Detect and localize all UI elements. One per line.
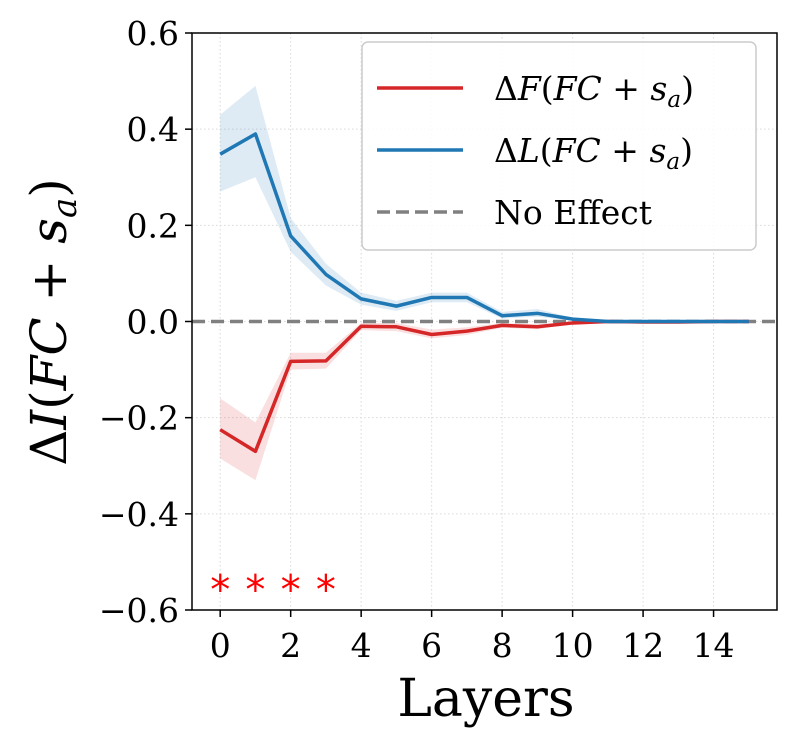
y-label-fc: FC [20,317,78,391]
x-tick-label: 10 [552,626,594,665]
y-axis-ticks: −0.6 −0.4 −0.2 0.0 0.2 0.4 0.6 [99,14,192,630]
x-tick-label: 14 [693,626,735,665]
legend-label-f: ΔF(FC + sa) [494,69,694,113]
series-lines [219,132,749,454]
x-axis-label: Layers [397,669,574,729]
y-label-subscript: a [45,198,85,218]
y-tick-label: 0.2 [127,206,179,245]
y-tick-label: 0.0 [127,303,179,342]
x-tick-label: 12 [622,626,664,665]
significance-star: * [210,568,230,614]
y-tick-label: 0.6 [127,14,179,53]
x-tick-label: 4 [351,626,372,665]
significance-markers: * * * * [210,568,336,614]
y-label-open-paren: ( [20,390,78,410]
significance-star: * [316,568,336,614]
legend: ΔF(FC + sa) ΔL(FC + sa) No Effect [361,41,757,251]
y-tick-label: 0.4 [127,110,179,149]
y-tick-label: −0.2 [99,399,179,438]
significance-star: * [245,568,265,614]
band-series-0 [220,321,749,481]
y-tick-label: −0.4 [99,495,179,534]
y-label-delta: Δ [20,430,78,466]
series-line-0 [219,319,749,454]
y-tick-label: −0.6 [99,591,179,630]
legend-label-no-effect: No Effect [494,193,652,232]
legend-label-l: ΔL(FC + sa) [494,131,693,175]
x-tick-label: 0 [210,626,231,665]
x-axis-ticks: 0 2 4 6 8 10 12 14 [210,610,735,665]
x-tick-label: 6 [421,626,442,665]
series-line-1 [219,132,749,324]
x-tick-label: 2 [280,626,301,665]
legend-box [361,41,757,251]
y-label-var: I [20,409,78,431]
y-label-close-paren: ) [20,178,78,198]
y-label-plus: + [20,244,78,318]
significance-star: * [281,568,301,614]
y-label-s: s [20,218,78,244]
x-tick-label: 8 [492,626,513,665]
y-axis-label: ΔI(FC + sa) [20,178,85,466]
